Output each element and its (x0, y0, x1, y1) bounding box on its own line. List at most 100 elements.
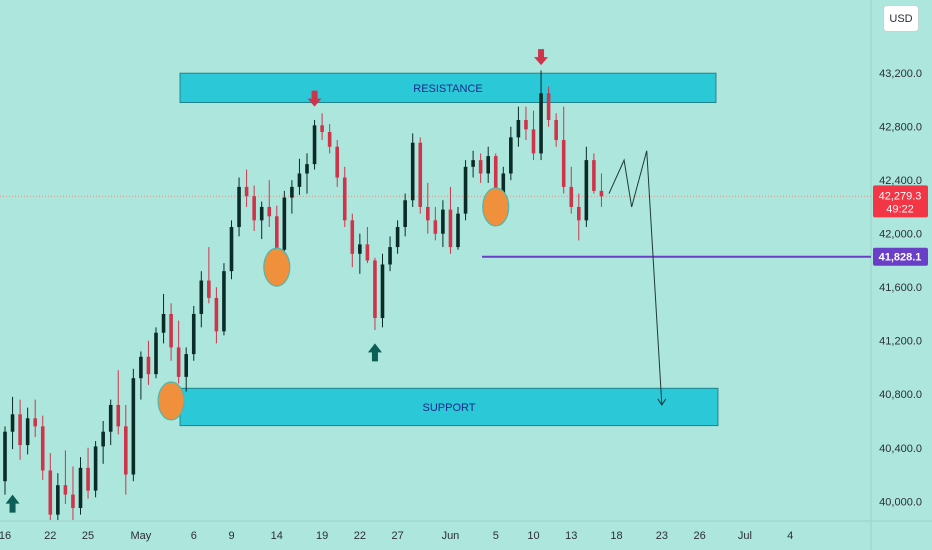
candle-body (312, 125, 317, 165)
y-tick-label: 43,200.0 (879, 68, 922, 80)
candle-body (335, 146, 339, 178)
x-tick-label: 18 (610, 530, 622, 542)
candle-body (463, 166, 468, 214)
y-tick-label: 40,400.0 (879, 443, 922, 455)
candle-body (207, 280, 211, 298)
candle-body (146, 356, 151, 375)
level-price-badge (873, 247, 928, 266)
y-tick-label: 40,000.0 (879, 496, 922, 508)
candle-body (63, 485, 68, 495)
level-price-label: 41,828.1 (879, 252, 922, 264)
candle-body (516, 119, 521, 138)
candle-body (388, 247, 392, 265)
candle-body (486, 156, 490, 174)
candle-body (40, 426, 45, 471)
candle-body (493, 156, 498, 197)
x-tick-label: Jul (738, 530, 752, 542)
y-tick-label: 42,800.0 (879, 122, 922, 134)
candle-body (546, 93, 551, 120)
candle-body (56, 485, 60, 515)
countdown-label: 49:22 (886, 203, 914, 215)
candle-body (214, 297, 219, 332)
projection-arrowhead (657, 398, 667, 406)
candle-body (599, 190, 604, 197)
candle-body (418, 142, 423, 207)
candle-body (259, 206, 264, 221)
x-tick-label: 22 (44, 530, 56, 542)
candle-body (25, 418, 30, 446)
x-tick-label: 16 (0, 530, 11, 542)
candle-body (199, 280, 204, 314)
candle-body (342, 177, 347, 221)
up-arrow-icon (367, 343, 382, 362)
y-tick-label: 41,600.0 (879, 282, 922, 294)
y-tick-label: 42,400.0 (879, 175, 922, 187)
candle-body (350, 220, 355, 254)
candle-body (124, 426, 128, 475)
last-price-badge (873, 185, 928, 218)
x-tick-label: 9 (228, 530, 234, 542)
candle-body (290, 186, 294, 198)
support-zone-label: SUPPORT (423, 402, 476, 414)
x-tick-label: 4 (787, 530, 793, 542)
candle-body (71, 494, 75, 508)
candle-body (584, 160, 589, 221)
candle-body (358, 244, 362, 254)
candle-body (101, 431, 105, 447)
x-tick-label: 26 (693, 530, 705, 542)
up-arrow-icon (5, 494, 20, 513)
candle-body (154, 332, 158, 375)
x-tick-label: 5 (493, 530, 499, 542)
candle-body (252, 196, 256, 221)
candle-body (403, 200, 407, 228)
candle-body (191, 313, 196, 355)
candle-body (577, 206, 581, 221)
support-zone (179, 387, 719, 427)
candle-body (161, 313, 166, 333)
candle-body (478, 160, 483, 174)
candle-body (327, 132, 332, 147)
candle-body (410, 142, 415, 201)
candle-body (456, 213, 460, 248)
candle-body (169, 313, 173, 348)
candle-body (305, 164, 309, 174)
candle-body (554, 119, 558, 141)
candle-body (131, 378, 136, 475)
down-arrow-icon (307, 90, 322, 107)
x-tick-label: 14 (271, 530, 283, 542)
currency-button[interactable]: USD (883, 5, 919, 32)
x-tick-label: 25 (82, 530, 94, 542)
candle-body (108, 404, 113, 432)
x-tick-label: 19 (316, 530, 328, 542)
candle-body (222, 271, 226, 332)
candle-body (501, 173, 506, 197)
x-tick-label: 23 (656, 530, 668, 542)
candle-body (373, 260, 377, 318)
down-arrow-icon (534, 49, 549, 66)
x-tick-label: 13 (565, 530, 577, 542)
candle-body (569, 186, 574, 207)
highlight-circle (482, 187, 510, 227)
candle-body (320, 125, 324, 133)
x-tick-label: 10 (527, 530, 539, 542)
candle-body (78, 467, 83, 508)
x-tick-label: May (131, 530, 152, 542)
candle-body (282, 197, 287, 250)
candle-body (426, 206, 430, 221)
candle-body (48, 470, 53, 515)
candle-body (441, 209, 445, 234)
candle-body (229, 227, 234, 272)
candle-body (448, 209, 453, 248)
candle-body (244, 186, 249, 197)
candle-body (297, 173, 302, 187)
candle-body (10, 414, 15, 432)
highlight-circle (157, 381, 185, 421)
y-tick-label: 40,800.0 (879, 389, 922, 401)
candle-body (93, 446, 98, 491)
candle-body (116, 404, 121, 427)
x-tick-label: 6 (191, 530, 197, 542)
candle-body (395, 227, 400, 248)
candle-body (433, 220, 438, 234)
candle-body (18, 414, 22, 446)
